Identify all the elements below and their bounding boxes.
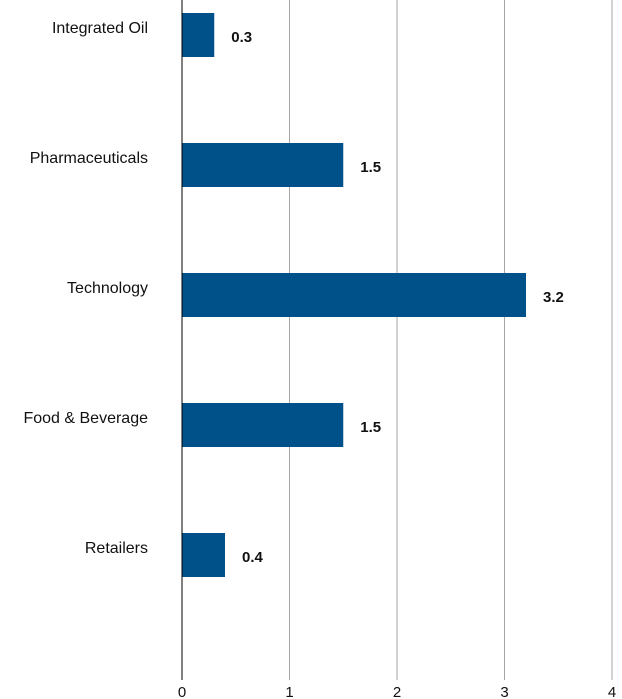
category-label: Retailers	[85, 540, 148, 557]
labels: Integrated Oil 0.3 Pharmaceuticals 1.5 Techn…	[23, 20, 563, 566]
bars	[182, 13, 526, 577]
x-axis-ticks: 0 1 2 3 4	[178, 684, 616, 699]
category-label: Technology	[67, 280, 148, 297]
x-tick-label: 3	[500, 684, 508, 699]
bar	[182, 403, 344, 447]
gridlines	[289, 0, 613, 680]
value-label: 1.5	[360, 419, 381, 436]
bar	[182, 533, 225, 577]
value-label: 0.3	[231, 29, 252, 46]
bar	[182, 13, 215, 57]
category-label: Pharmaceuticals	[30, 150, 148, 167]
x-tick-label: 1	[285, 684, 293, 699]
x-tick-label: 4	[608, 684, 616, 699]
bar	[182, 273, 526, 317]
x-tick-label: 2	[393, 684, 401, 699]
value-label: 0.4	[242, 549, 264, 566]
category-label: Food & Beverage	[23, 410, 148, 427]
category-label: Integrated Oil	[52, 20, 148, 37]
bar	[182, 143, 344, 187]
value-label: 3.2	[543, 289, 564, 306]
x-tick-label: 0	[178, 684, 186, 699]
value-label: 1.5	[360, 159, 381, 176]
